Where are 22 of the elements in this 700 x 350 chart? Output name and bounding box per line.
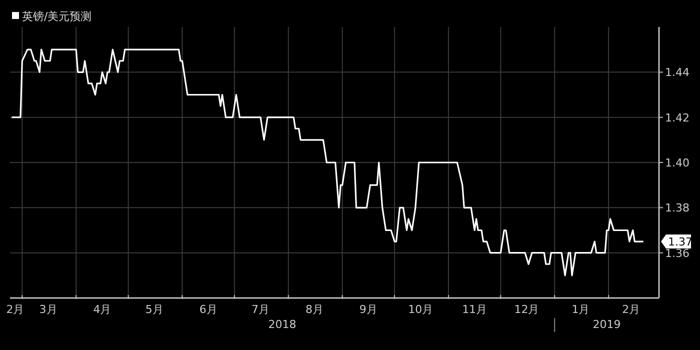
x-tick-label: 1月 bbox=[572, 303, 590, 316]
y-tick-label: 1.44 bbox=[665, 66, 690, 80]
x-tick-label: 3月 bbox=[39, 303, 58, 316]
x-tick-label: 12月 bbox=[514, 303, 540, 316]
y-tick-label: 1.36 bbox=[665, 246, 690, 260]
x-tick-label: 5月 bbox=[145, 303, 164, 316]
x-tick-label: 7月 bbox=[252, 303, 270, 316]
x-tick-label: 4月 bbox=[93, 303, 112, 316]
x-tick-label: 2月 bbox=[6, 303, 24, 316]
x-tick-label: 2月 bbox=[622, 303, 640, 316]
x-tick-label: 11月 bbox=[462, 303, 488, 316]
x-tick-label: 8月 bbox=[305, 303, 324, 316]
x-tick-label: 10月 bbox=[408, 303, 434, 316]
y-tick-label: 1.40 bbox=[665, 156, 690, 170]
text: 2018 bbox=[268, 318, 296, 331]
y-tick-label: 1.42 bbox=[665, 111, 690, 124]
x-tick-label: 6月 bbox=[199, 303, 218, 316]
legend-label: 英镑/美元预测 bbox=[22, 10, 92, 23]
x-tick-label: 9月 bbox=[359, 303, 378, 316]
tag: 1.37 bbox=[661, 234, 692, 249]
text: 2019 bbox=[592, 318, 621, 331]
y-tick-label: 1.38 bbox=[665, 202, 690, 215]
